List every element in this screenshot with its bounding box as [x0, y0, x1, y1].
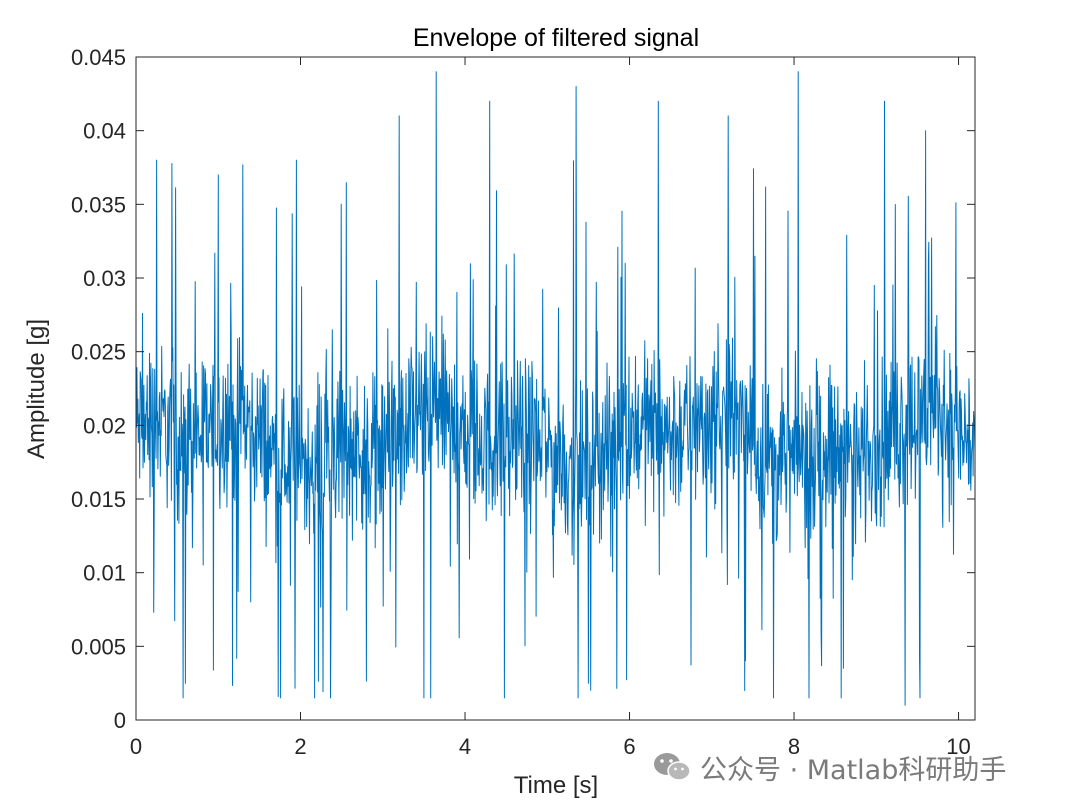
x-tick-label: 0	[130, 734, 142, 759]
watermark: 公众号 · Matlab科研助手	[652, 747, 1006, 787]
x-axis-title: Time [s]	[514, 772, 598, 799]
y-tick-label: 0.045	[71, 45, 126, 70]
x-tick-label: 8	[788, 734, 800, 759]
watermark-text: 公众号 · Matlab科研助手	[700, 754, 1007, 786]
y-tick-label: 0.005	[71, 634, 126, 659]
plot-area-background	[136, 57, 975, 720]
y-tick-label: 0.015	[71, 487, 126, 512]
x-tick-label: 6	[623, 734, 635, 759]
plot-area-frame	[135, 56, 976, 721]
x-tick-label: 10	[946, 734, 970, 759]
y-tick-label: 0.03	[83, 266, 126, 291]
x-tick-label: 4	[459, 734, 471, 759]
y-tick-label: 0.025	[71, 340, 126, 365]
y-axis-title: Amplitude [g]	[23, 319, 50, 459]
y-tick-label: 0.02	[83, 413, 126, 438]
chart-title: Envelope of filtered signal	[413, 24, 699, 52]
y-tick-label: 0	[114, 708, 126, 733]
y-tick-label: 0.035	[71, 192, 126, 217]
wechat-logo-icon	[654, 753, 691, 781]
series-layer	[135, 71, 976, 706]
x-tick-label: 2	[294, 734, 306, 759]
y-axis: 0 0.005 0.01 0.015 0.02 0.025 0.03 0.035 0.04 0.0…	[71, 45, 975, 733]
series-line-envelope	[135, 71, 976, 706]
y-tick-label: 0.01	[83, 561, 126, 586]
y-tick-label: 0.04	[83, 119, 126, 144]
x-axis: 0 2 4 6 8 10	[130, 57, 971, 759]
